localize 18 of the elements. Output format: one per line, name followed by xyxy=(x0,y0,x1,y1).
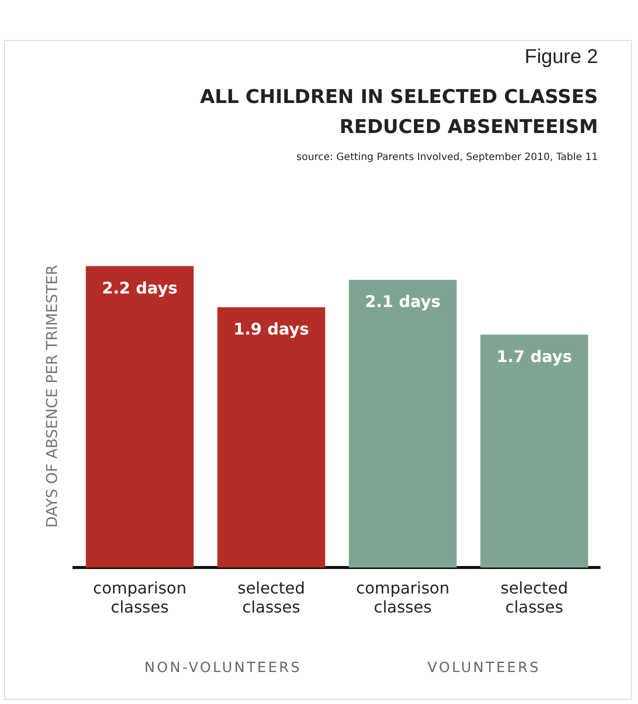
chart-title: ALL CHILDREN IN SELECTED CLASSES REDUCED ABSENTEEISM xyxy=(199,85,598,140)
data-label: 2.2 days xyxy=(102,278,178,298)
x-tick-label: selected classes xyxy=(500,578,568,617)
data-label: 1.9 days xyxy=(233,319,310,338)
bar xyxy=(480,334,588,568)
y-axis-title: DAYS OF ABSENCE PER TRIMESTER xyxy=(42,264,61,528)
x-tick-label: comparison classes xyxy=(93,578,186,617)
data-label: 1.7 days xyxy=(496,346,572,366)
text: VOLUNTEERS xyxy=(426,660,542,676)
chart-subtitle: Figure 2 xyxy=(524,46,598,69)
data-label: 2.1 days xyxy=(364,292,441,311)
bar xyxy=(348,280,457,568)
text: NON-VOLUNTEERS xyxy=(143,660,303,676)
x-tick-label: selected classes xyxy=(237,578,306,617)
x-tick-label: comparison classes xyxy=(356,578,450,617)
source-note: source: Getting Parents Involved, September 2010, Table 11 xyxy=(296,152,598,163)
bar xyxy=(217,307,326,568)
bar xyxy=(86,266,194,568)
